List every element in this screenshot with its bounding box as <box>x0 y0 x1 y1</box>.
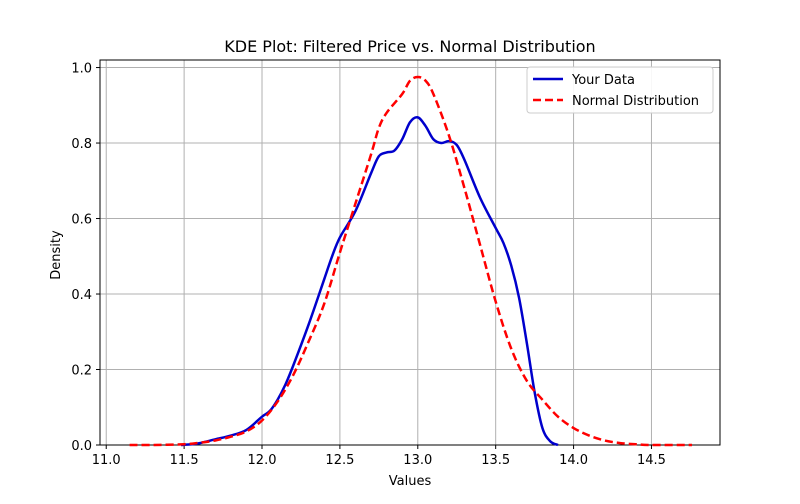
legend-label-your-data: Your Data <box>571 73 635 88</box>
y-tick-label: 0.0 <box>71 439 92 454</box>
y-tick-label: 0.4 <box>71 288 92 303</box>
y-tick-label: 0.8 <box>71 137 92 152</box>
x-tick-label: 12.0 <box>248 453 277 468</box>
legend: Your Data Normal Distribution <box>526 66 714 114</box>
y-tick-label: 0.6 <box>71 213 92 228</box>
x-tick-label: 11.5 <box>170 453 199 468</box>
chart-title: KDE Plot: Filtered Price vs. Normal Dist… <box>224 37 595 56</box>
x-axis-ticks: 11.0 11.5 12.0 12.5 13.0 13.5 14.0 14.5 <box>92 445 666 468</box>
y-axis-ticks: 0.0 0.2 0.4 0.6 0.8 1.0 <box>71 62 100 454</box>
y-tick-label: 0.2 <box>71 364 92 379</box>
x-tick-label: 13.5 <box>481 453 510 468</box>
series-line-your-data <box>180 116 559 447</box>
x-tick-label: 14.0 <box>559 453 588 468</box>
legend-box <box>526 66 714 114</box>
y-axis-label: Density <box>49 230 64 280</box>
legend-label-normal-distribution: Normal Distribution <box>572 94 699 109</box>
x-tick-label: 11.0 <box>92 453 121 468</box>
x-axis-label: Values <box>389 474 432 489</box>
x-tick-label: 12.5 <box>325 453 354 468</box>
x-tick-label: 14.5 <box>637 453 666 468</box>
series-line-normal-distribution <box>129 75 692 447</box>
x-tick-label: 13.0 <box>403 453 432 468</box>
plot-area-frame <box>99 59 721 446</box>
series-layer <box>129 75 692 447</box>
y-tick-label: 1.0 <box>71 62 92 77</box>
